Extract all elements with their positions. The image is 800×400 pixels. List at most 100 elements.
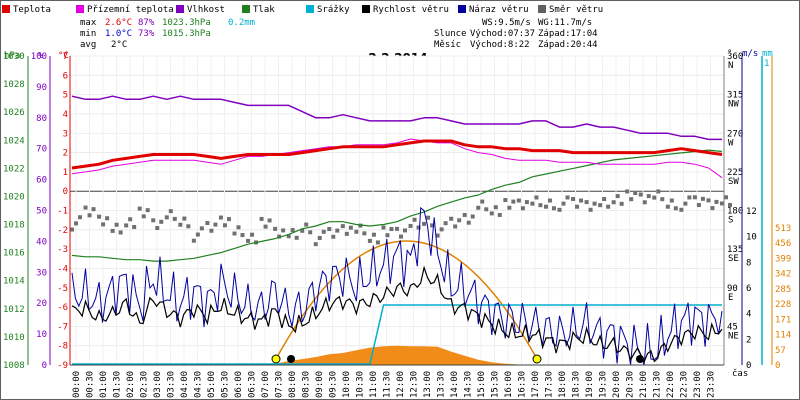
tick-dir: 90 xyxy=(727,284,738,294)
tick-time: 21:00 xyxy=(639,371,649,398)
series-wind-direction xyxy=(683,201,688,206)
series-wind-direction xyxy=(218,215,223,220)
tick-time: 12:30 xyxy=(410,371,420,398)
series-wind-direction xyxy=(317,235,322,240)
series-wind-direction xyxy=(575,204,580,209)
tick-time: 02:00 xyxy=(126,371,136,398)
stats-avg-temp: 2°C xyxy=(111,40,127,50)
series-wind-direction xyxy=(236,225,241,230)
tick-time: 12:00 xyxy=(396,371,406,398)
tick-degc: 5 xyxy=(63,91,68,101)
series-wind-direction xyxy=(304,222,309,227)
series-wind-direction xyxy=(300,228,305,233)
axes: -9-8-7-6-5-4-3-2-10123456710081010101210… xyxy=(3,52,791,371)
series-wind-direction xyxy=(592,201,597,206)
tick-pct: 0 xyxy=(42,361,47,371)
tick-pct: 10 xyxy=(36,330,47,340)
series-wind-direction xyxy=(186,224,191,229)
tick-solar: 342 xyxy=(775,270,791,280)
series-wind-direction xyxy=(470,214,475,219)
series-wind-direction xyxy=(375,240,380,245)
tick-degc: 3 xyxy=(63,129,68,139)
series-wind-direction xyxy=(385,233,390,238)
series-wind-direction xyxy=(178,222,183,227)
series-wind-direction xyxy=(538,203,543,208)
legend-label: Srážky xyxy=(317,5,350,15)
series-wind-direction xyxy=(728,203,732,208)
series-wind-direction xyxy=(543,204,548,209)
tick-degc: 4 xyxy=(63,110,68,120)
tick-hpa: 1018 xyxy=(3,221,25,231)
series-wind-direction xyxy=(426,215,431,220)
series-wind-direction xyxy=(412,217,417,222)
legend-swatch xyxy=(2,5,10,13)
plot-area xyxy=(70,55,732,366)
series-wind-direction xyxy=(74,221,78,226)
tick-time: 11:00 xyxy=(369,371,379,398)
legend-swatch xyxy=(362,5,370,13)
stats-max-rain: 0.2mm xyxy=(228,18,255,28)
series-wind-direction xyxy=(449,216,454,221)
tick-dir: 225 xyxy=(727,168,743,178)
series-wind-direction xyxy=(91,207,96,212)
series-wind-direction xyxy=(524,200,529,205)
series-wind-direction xyxy=(561,201,566,206)
series-wind-direction xyxy=(551,206,556,211)
tick-solar: 456 xyxy=(775,239,791,249)
tick-ms: 12 xyxy=(746,207,757,217)
series-wind-direction xyxy=(205,221,210,226)
tick-dir: 45 xyxy=(727,322,738,332)
tick-hpa: 1020 xyxy=(3,192,25,202)
series-wind-direction xyxy=(625,189,630,194)
moonrise-marker xyxy=(287,355,295,363)
tick-solar: 513 xyxy=(775,224,791,234)
series-wind-direction xyxy=(250,232,255,237)
series-wind-direction xyxy=(97,214,102,219)
series-wind-direction xyxy=(724,195,728,200)
tick-time: 08:00 xyxy=(288,371,298,398)
tick-time: 14:30 xyxy=(464,371,474,398)
series-wind-direction xyxy=(565,195,570,200)
tick-dir-label: W xyxy=(728,138,734,148)
series-wind-direction xyxy=(281,228,286,233)
tick-time: 20:00 xyxy=(612,371,622,398)
series-wind-direction xyxy=(101,222,106,227)
series-wind-direction xyxy=(118,230,123,235)
series-wind-direction xyxy=(669,198,674,203)
series-wind-direction xyxy=(151,218,156,223)
mm-top-tick: 1 xyxy=(764,59,769,69)
tick-pct: 20 xyxy=(36,299,47,309)
tick-ms: 2 xyxy=(746,335,751,345)
series-wind-direction xyxy=(665,204,670,209)
series-wind-direction xyxy=(710,206,715,211)
series-wind-direction xyxy=(313,242,318,247)
series-wind-direction xyxy=(476,205,481,210)
series-wind-direction xyxy=(145,208,150,213)
tick-time: 15:30 xyxy=(491,371,501,398)
tick-dir-label: NW xyxy=(728,100,739,110)
tick-time: 09:30 xyxy=(329,371,339,398)
series-wind-direction xyxy=(606,204,611,209)
stats-max-hum: 87% xyxy=(138,18,155,28)
series-wind-direction xyxy=(484,207,489,212)
tick-time: 06:00 xyxy=(234,371,244,398)
series-wind-direction xyxy=(511,199,516,204)
tick-dir: 315 xyxy=(727,91,743,101)
series-wind-direction xyxy=(584,200,589,205)
tick-hpa: 1008 xyxy=(3,361,25,371)
tick-ms: 6 xyxy=(746,284,751,294)
tick-pct: 60 xyxy=(36,176,47,186)
tick-degc: -2 xyxy=(57,226,68,236)
series-wind-direction xyxy=(493,205,498,210)
series-wind-direction xyxy=(547,198,552,203)
series-wind-direction xyxy=(222,223,227,228)
tick-time: 17:00 xyxy=(531,371,541,398)
series-wind-direction xyxy=(195,232,200,237)
series-wind-direction xyxy=(367,238,372,243)
series-pressure xyxy=(71,149,723,262)
stats-min-label: min xyxy=(80,29,96,39)
tick-time: 01:00 xyxy=(99,371,109,398)
series-wind-direction xyxy=(354,229,359,234)
tick-time: 13:00 xyxy=(423,371,433,398)
series-wind-direction xyxy=(308,230,313,235)
